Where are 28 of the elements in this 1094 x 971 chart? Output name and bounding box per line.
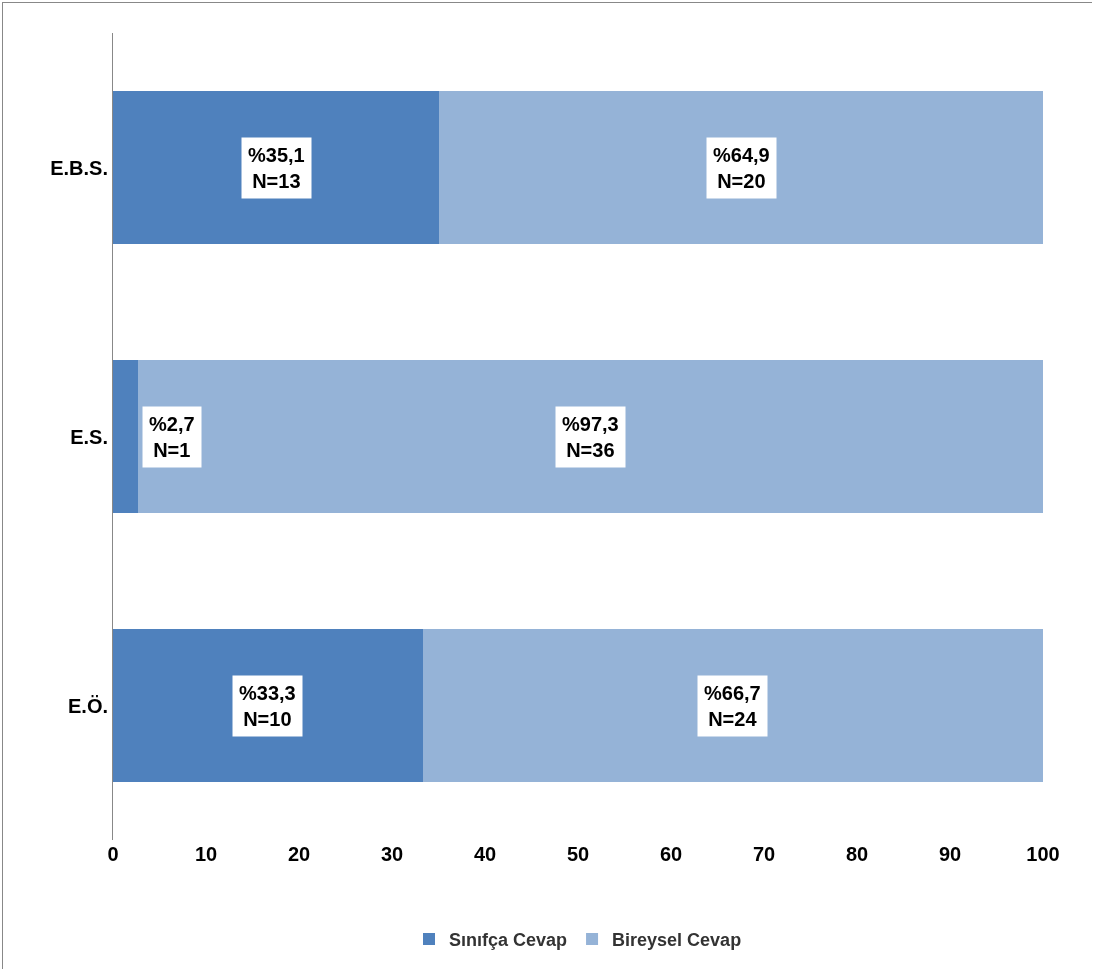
bar [138, 359, 1043, 514]
data-label: %2,7 N=1 [149, 413, 195, 461]
x-tick-label: 20 [287, 843, 311, 865]
legend-label: Bireysel Cevap [612, 929, 742, 950]
data-label: %97,3 N=36 [562, 413, 619, 461]
x-tick-label: 40 [473, 843, 497, 865]
data-label: %64,9 N=20 [713, 144, 770, 192]
x-tick-label: 90 [938, 843, 962, 865]
bar [113, 90, 440, 245]
y-tick-label: E.Ö. [67, 694, 108, 717]
bar [439, 90, 1043, 245]
y-tick-label: E.B.S. [50, 156, 108, 179]
x-tick-label: 60 [659, 843, 683, 865]
x-tick-label: 30 [380, 843, 404, 865]
bar [422, 628, 1043, 783]
bar [113, 628, 423, 783]
x-tick-label: 70 [752, 843, 776, 865]
data-label: %35,1 N=13 [248, 144, 305, 192]
data-label: %66,7 N=24 [704, 682, 761, 730]
x-tick-label: 80 [845, 843, 869, 865]
bar [113, 359, 139, 514]
x-tick-label: 50 [566, 843, 590, 865]
data-label: %33,3 N=10 [239, 682, 296, 730]
legend-label: Sınıfça Cevap [449, 929, 568, 950]
x-tick-label: 100 [1026, 843, 1060, 865]
y-tick-label: E.S. [70, 425, 108, 448]
x-tick-label: 0 [107, 843, 119, 865]
x-tick-label: 10 [194, 843, 218, 865]
